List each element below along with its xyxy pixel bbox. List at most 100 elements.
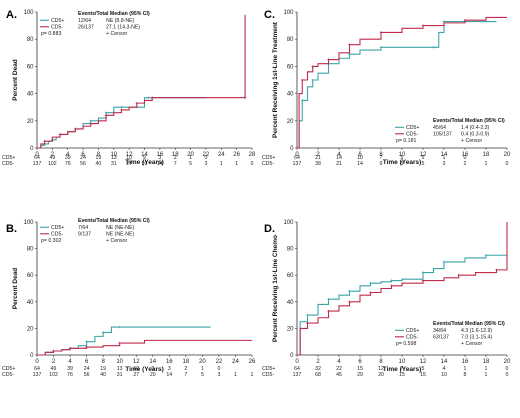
risk-count: 7 bbox=[380, 155, 383, 161]
legend-median: NE (NE-NE) bbox=[106, 225, 135, 231]
risk-count: 20 bbox=[142, 161, 148, 167]
risk-count: 137 bbox=[293, 372, 302, 378]
risk-count: 7 bbox=[401, 366, 404, 372]
censor-mark bbox=[104, 111, 108, 114]
x-axis-title: Time (Years) bbox=[125, 366, 164, 373]
x-tick-label: 24 bbox=[232, 359, 239, 365]
censor-mark bbox=[118, 341, 121, 345]
x-tick-label: 4 bbox=[337, 359, 341, 365]
censor-mark bbox=[120, 108, 123, 112]
censor-mark bbox=[369, 291, 372, 294]
risk-count: 3 bbox=[158, 155, 161, 161]
censor-mark bbox=[390, 284, 393, 288]
risk-count: 0 bbox=[204, 155, 207, 161]
y-tick-label: 20 bbox=[27, 326, 34, 332]
risk-count: 2 bbox=[174, 155, 177, 161]
panel-label: A. bbox=[6, 9, 17, 21]
censor-mark bbox=[300, 78, 304, 82]
risk-count: 39 bbox=[65, 155, 71, 161]
risk-count: 27 bbox=[133, 372, 139, 378]
legend-median: 0.4 (0.3-0.9) bbox=[461, 132, 490, 138]
x-tick-label: 22 bbox=[203, 152, 210, 158]
series-line-cd5pos bbox=[37, 326, 211, 356]
x-tick-label: 4 bbox=[66, 152, 70, 158]
risk-count: 12 bbox=[378, 366, 384, 372]
risk-count: 1 bbox=[443, 155, 446, 161]
x-tick-label: 18 bbox=[172, 152, 179, 158]
legend-series-name: CD5- bbox=[51, 25, 63, 31]
series-line-cd5pos bbox=[37, 97, 206, 149]
censor-mark bbox=[74, 127, 77, 131]
risk-count: 1 bbox=[485, 161, 488, 167]
censor-mark bbox=[421, 271, 425, 274]
legend-series-name: CD5+ bbox=[51, 18, 64, 24]
legend-pvalue: p= 0.883 bbox=[41, 31, 61, 37]
legend-censor: + Censor bbox=[461, 341, 482, 347]
legend-median: NE (8.8-NE) bbox=[106, 18, 135, 24]
risk-count: 137 bbox=[33, 161, 42, 167]
censor-mark bbox=[311, 78, 315, 82]
risk-count: 31 bbox=[111, 161, 117, 167]
risk-count: 40 bbox=[100, 372, 106, 378]
legend-censor: + Censor bbox=[106, 238, 127, 244]
risk-count: 45 bbox=[336, 372, 342, 378]
censor-mark bbox=[421, 279, 425, 282]
risk-count: 14 bbox=[166, 372, 172, 378]
x-tick-label: 28 bbox=[249, 152, 256, 158]
series-line-cd5neg bbox=[37, 339, 252, 356]
risk-count: 39 bbox=[67, 366, 73, 372]
risk-count: 21 bbox=[315, 155, 321, 161]
risk-count: 24 bbox=[80, 155, 86, 161]
x-tick-label: 24 bbox=[218, 152, 225, 158]
y-tick-label: 20 bbox=[27, 119, 34, 125]
risk-count: 38 bbox=[315, 161, 321, 167]
risk-row-label: CD5- bbox=[2, 161, 14, 167]
y-tick-label: 40 bbox=[287, 300, 294, 306]
y-tick-label: 80 bbox=[27, 247, 34, 253]
censor-mark bbox=[58, 133, 62, 136]
y-tick-label: 0 bbox=[30, 146, 34, 152]
x-tick-label: 16 bbox=[157, 152, 164, 158]
x-tick-label: 0 bbox=[295, 359, 299, 365]
censor-mark bbox=[442, 260, 446, 264]
censor-mark bbox=[327, 309, 330, 313]
risk-count: 40 bbox=[96, 161, 102, 167]
y-tick-label: 100 bbox=[283, 220, 294, 226]
risk-count: 5 bbox=[201, 372, 204, 378]
legend-median: 7.0 (3.1-15.4) bbox=[461, 335, 492, 341]
risk-row-label: CD5- bbox=[262, 372, 274, 378]
x-tick-label: 20 bbox=[504, 359, 511, 365]
x-tick-label: 6 bbox=[358, 152, 362, 158]
y-tick-label: 100 bbox=[23, 10, 34, 16]
risk-count: 15 bbox=[420, 372, 426, 378]
y-tick-label: 0 bbox=[30, 353, 34, 359]
y-tick-label: 60 bbox=[27, 64, 34, 70]
censor-mark bbox=[52, 349, 55, 353]
series-line-cd5neg bbox=[297, 16, 507, 149]
legend-pvalue: p= 0.598 bbox=[396, 341, 416, 347]
censor-mark bbox=[463, 18, 467, 22]
risk-count: 9 bbox=[151, 366, 154, 372]
y-tick-label: 40 bbox=[287, 92, 294, 98]
risk-count: 1 bbox=[189, 155, 192, 161]
risk-count: 22 bbox=[336, 366, 342, 372]
censor-mark bbox=[348, 300, 351, 304]
x-tick-label: 8 bbox=[101, 359, 105, 365]
series-line-cd5neg bbox=[37, 14, 246, 149]
risk-count: 4 bbox=[443, 366, 446, 372]
risk-count: 13 bbox=[111, 155, 117, 161]
risk-count: 0 bbox=[464, 155, 467, 161]
risk-count: 9 bbox=[380, 161, 383, 167]
risk-count: 1 bbox=[251, 372, 254, 378]
x-axis-title: Time (Years) bbox=[383, 159, 422, 166]
censor-mark bbox=[348, 43, 351, 46]
y-axis-title: Percent Receiving 1st-Line Treatment bbox=[272, 21, 279, 138]
risk-count: 3 bbox=[443, 161, 446, 167]
legend-events: 45/64 bbox=[433, 125, 446, 131]
censor-mark bbox=[327, 297, 330, 301]
risk-count: 56 bbox=[84, 372, 90, 378]
censor-mark bbox=[243, 96, 247, 99]
x-axis-title: Time (Years) bbox=[125, 159, 164, 166]
censor-mark bbox=[311, 65, 315, 68]
